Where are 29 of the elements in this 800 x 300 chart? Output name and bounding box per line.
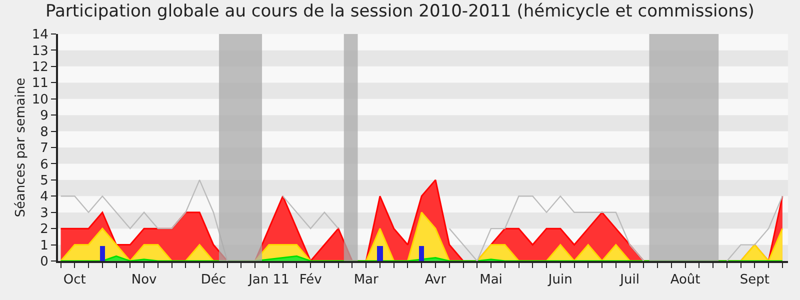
y-tick-label: 6 [40, 157, 48, 172]
y-tick-label: 0 [40, 254, 48, 270]
y-tick-label: 7 [40, 141, 48, 156]
y-axis-title: Séances par semaine [13, 78, 28, 218]
y-tick-label: 8 [40, 124, 48, 140]
y-tick-label: 12 [32, 60, 48, 75]
x-tick-label: Fév [299, 272, 322, 288]
y-tick-label: 3 [40, 206, 48, 221]
x-tick-label: Jan 11 [248, 272, 290, 288]
x-tick-label: Déc [200, 272, 226, 288]
x-tick-label: Juil [619, 272, 640, 288]
x-tick-label: Août [670, 272, 700, 288]
x-tick-label: Avr [424, 272, 447, 288]
y-tick-label: 2 [40, 222, 48, 238]
y-tick-label: 11 [32, 76, 48, 92]
x-tick-label: Sept [740, 272, 770, 288]
y-tick-label: 5 [40, 173, 48, 188]
y-tick-label: 13 [32, 44, 48, 59]
y-tick-label: 10 [32, 92, 48, 108]
x-tick-label: Nov [131, 272, 158, 288]
x-tick-label: Mar [354, 272, 380, 288]
x-tick-label: Oct [63, 272, 86, 288]
chart-title: Participation globale au cours de la session 2010-2011 (hémicycle et commissions) [46, 1, 754, 22]
y-tick-label: 14 [32, 28, 48, 43]
y-tick-label: 4 [40, 190, 48, 205]
y-tick-label: 9 [40, 108, 48, 124]
x-tick-label: Juin [547, 272, 572, 288]
x-tick-label: Mai [480, 272, 502, 288]
y-tick-label: 1 [40, 238, 48, 254]
